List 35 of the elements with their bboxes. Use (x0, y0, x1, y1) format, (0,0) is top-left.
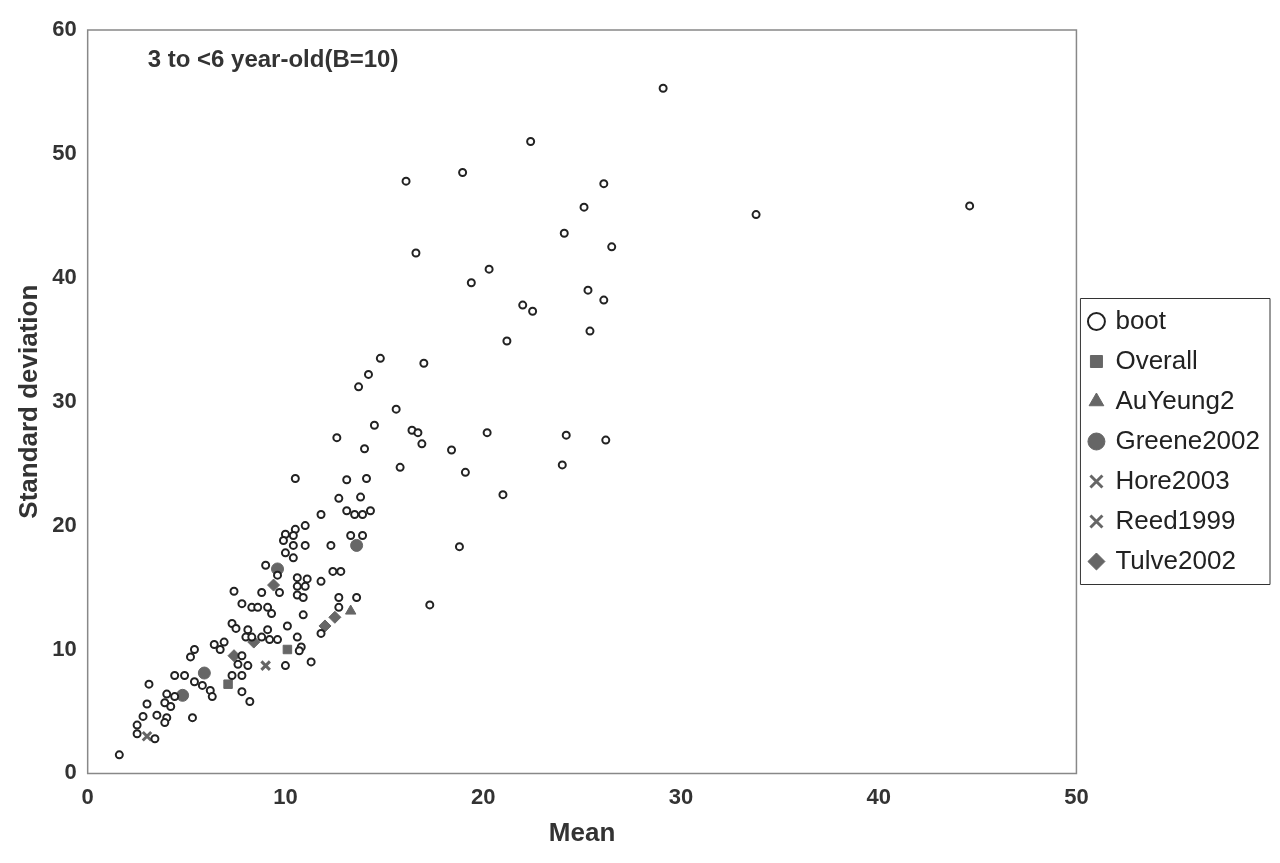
point (197, 666, 211, 680)
x-tick-label: 40 (866, 783, 891, 809)
point (328, 610, 342, 624)
y-axis-title: Standard deviation (12, 284, 43, 519)
legend-label: Reed1999 (1115, 504, 1236, 535)
legend-label: Tulve2002 (1115, 544, 1236, 575)
point (227, 649, 241, 663)
legend-label: boot (1115, 304, 1167, 335)
x-tick-label: 30 (668, 783, 694, 809)
point (350, 538, 364, 552)
y-tick-label: 50 (52, 139, 77, 165)
point (282, 644, 293, 655)
x-tick-label: 20 (470, 783, 496, 809)
point (223, 679, 233, 689)
text: 3 to <6 year-old(B=10) (147, 44, 399, 72)
x-tick-label: 0 (81, 783, 94, 809)
y-tick-label: 60 (52, 16, 77, 42)
x-tick-label: 50 (1064, 783, 1089, 809)
legend-label: Hore2003 (1115, 464, 1230, 495)
legend-label: AuYeung2 (1115, 384, 1235, 415)
y-tick-label: 10 (52, 635, 77, 661)
point (259, 659, 272, 672)
point (176, 688, 190, 702)
y-tick-label: 40 (52, 263, 77, 289)
legend-label: Greene2002 (1115, 424, 1260, 455)
point (318, 619, 332, 633)
x-axis-title: Mean (548, 816, 616, 847)
y-tick-label: 20 (52, 511, 77, 537)
y-tick-label: 0 (64, 759, 77, 785)
y-tick-label: 30 (52, 387, 77, 413)
point (344, 604, 357, 615)
legend-label: Overall (1115, 344, 1198, 375)
point (141, 730, 153, 742)
point (267, 578, 281, 592)
x-tick-label: 10 (273, 783, 298, 809)
